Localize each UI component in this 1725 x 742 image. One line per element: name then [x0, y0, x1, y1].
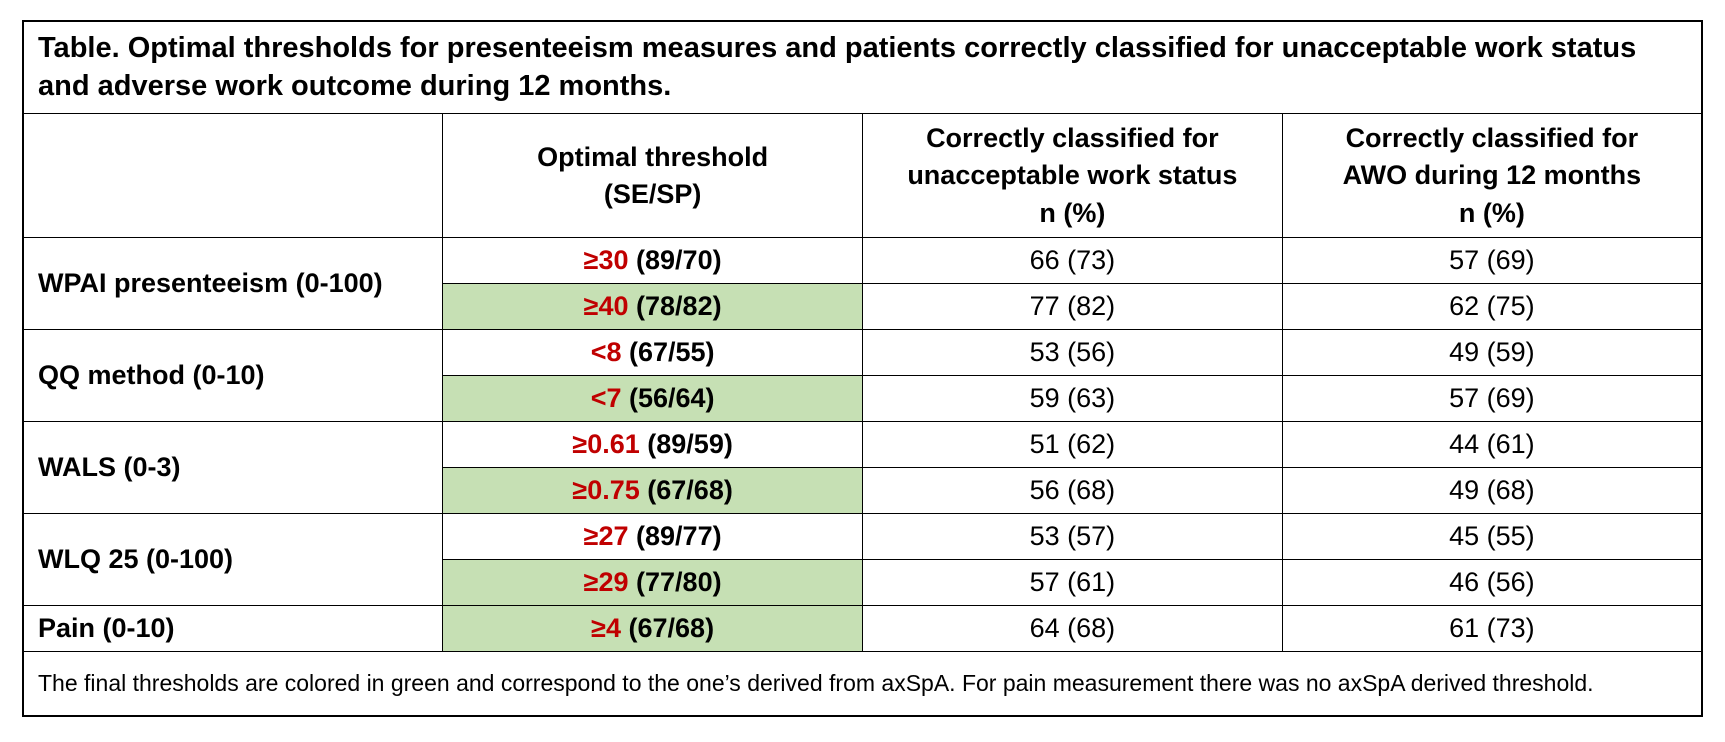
- unacceptable-value: 57 (61): [862, 559, 1283, 607]
- threshold-cell: <7 (56/64): [442, 375, 863, 423]
- table-title: Table. Optimal thresholds for presenteei…: [22, 20, 1703, 115]
- table-row: Pain (0-10) ≥4 (67/68) 64 (68) 61 (73): [22, 605, 1703, 653]
- header-measure-empty: [22, 113, 444, 239]
- header-threshold-line2: (SE/SP): [603, 178, 702, 209]
- measure-cell-wpai: WPAI presenteeism (0-100): [22, 237, 444, 331]
- table-row: ≥40 (78/82) 77 (82) 62 (75): [23, 283, 1703, 331]
- unacceptable-value: 53 (56): [862, 329, 1283, 377]
- threshold-sesp: (78/82): [636, 291, 722, 322]
- table-row: <7 (56/64) 59 (63) 57 (69): [23, 375, 1703, 423]
- unacceptable-value: 66 (73): [862, 237, 1283, 285]
- measure-cell-wals: WALS (0-3): [22, 421, 444, 515]
- header-awo-line2: AWO during 12 months: [1342, 160, 1642, 191]
- unacceptable-value: 53 (57): [862, 513, 1283, 561]
- threshold-sesp: (56/64): [629, 383, 715, 414]
- threshold-value: ≥29: [583, 567, 629, 598]
- threshold-sesp: (89/77): [636, 521, 722, 552]
- threshold-value: <7: [590, 383, 622, 414]
- measure-cell-qq: QQ method (0-10): [22, 329, 444, 423]
- threshold-cell: ≥30 (89/70): [442, 237, 863, 285]
- threshold-sesp: (77/80): [636, 567, 722, 598]
- awo-value: 61 (73): [1281, 605, 1703, 653]
- header-unacceptable-line1: Correctly classified for: [926, 123, 1219, 153]
- threshold-cell: ≥29 (77/80): [442, 559, 863, 607]
- table-row: WLQ 25 (0-100) ≥27 (89/77) 53 (57) 45 (5…: [22, 513, 1703, 607]
- awo-value: 49 (59): [1281, 329, 1703, 377]
- threshold-sesp: (67/68): [628, 613, 715, 644]
- thresholds-table: Table. Optimal thresholds for presenteei…: [22, 20, 1703, 717]
- awo-value: 45 (55): [1281, 513, 1703, 561]
- threshold-value: ≥0.75: [572, 475, 640, 506]
- header-threshold: Optimal threshold (SE/SP): [442, 113, 863, 239]
- awo-value: 49 (68): [1281, 467, 1703, 515]
- threshold-cell: ≥0.61 (89/59): [442, 421, 863, 469]
- threshold-value: ≥27: [583, 521, 629, 552]
- awo-value: 57 (69): [1281, 237, 1703, 285]
- threshold-cell: ≥40 (78/82): [442, 283, 863, 331]
- table-row: WALS (0-3) ≥0.61 (89/59) 51 (62) 44 (61): [22, 421, 1703, 515]
- threshold-value: ≥40: [583, 291, 629, 322]
- threshold-cell: ≥27 (89/77): [442, 513, 863, 561]
- header-row: Optimal threshold (SE/SP) Correctly clas…: [22, 113, 1703, 239]
- threshold-value: ≥4: [591, 613, 621, 644]
- header-unacceptable: Correctly classified for unacceptable wo…: [862, 113, 1283, 239]
- awo-value: 57 (69): [1281, 375, 1703, 423]
- measure-cell-pain: Pain (0-10): [22, 605, 444, 653]
- measure-cell-wlq: WLQ 25 (0-100): [22, 513, 444, 607]
- table-row: QQ method (0-10) <8 (67/55) 53 (56) 49 (…: [22, 329, 1703, 423]
- header-threshold-line1: Optimal threshold: [537, 141, 769, 172]
- header-awo-line1: Correctly classified for: [1345, 123, 1639, 153]
- awo-value: 46 (56): [1281, 559, 1703, 607]
- threshold-sesp: (67/55): [629, 337, 715, 368]
- threshold-cell: <8 (67/55): [442, 329, 863, 377]
- awo-value: 44 (61): [1281, 421, 1703, 469]
- unacceptable-value: 59 (63): [862, 375, 1283, 423]
- threshold-cell: ≥4 (67/68): [442, 605, 863, 653]
- threshold-sesp: (89/70): [636, 245, 722, 276]
- threshold-cell: ≥0.75 (67/68): [442, 467, 863, 515]
- table-row: WPAI presenteeism (0-100) ≥30 (89/70) 66…: [22, 237, 1703, 331]
- header-unacceptable-line3: n (%): [1039, 197, 1106, 228]
- threshold-value: <8: [590, 337, 622, 368]
- page: Table. Optimal thresholds for presenteei…: [22, 20, 1703, 717]
- unacceptable-value: 64 (68): [862, 605, 1283, 653]
- table-footnote: The final thresholds are colored in gree…: [22, 651, 1703, 717]
- table-row: ≥29 (77/80) 57 (61) 46 (56): [23, 559, 1703, 607]
- unacceptable-value: 51 (62): [862, 421, 1283, 469]
- threshold-sesp: (67/68): [647, 475, 733, 506]
- threshold-value: ≥0.61: [572, 429, 640, 460]
- unacceptable-value: 77 (82): [862, 283, 1283, 331]
- header-awo: Correctly classified for AWO during 12 m…: [1281, 113, 1703, 239]
- threshold-value: ≥30: [583, 245, 629, 276]
- unacceptable-value: 56 (68): [862, 467, 1283, 515]
- footnote-row: The final thresholds are colored in gree…: [22, 651, 1703, 717]
- header-awo-line3: n (%): [1458, 197, 1525, 228]
- header-unacceptable-line2: unacceptable work status: [907, 160, 1238, 191]
- threshold-sesp: (89/59): [647, 429, 733, 460]
- awo-value: 62 (75): [1281, 283, 1703, 331]
- title-row: Table. Optimal thresholds for presenteei…: [22, 20, 1703, 115]
